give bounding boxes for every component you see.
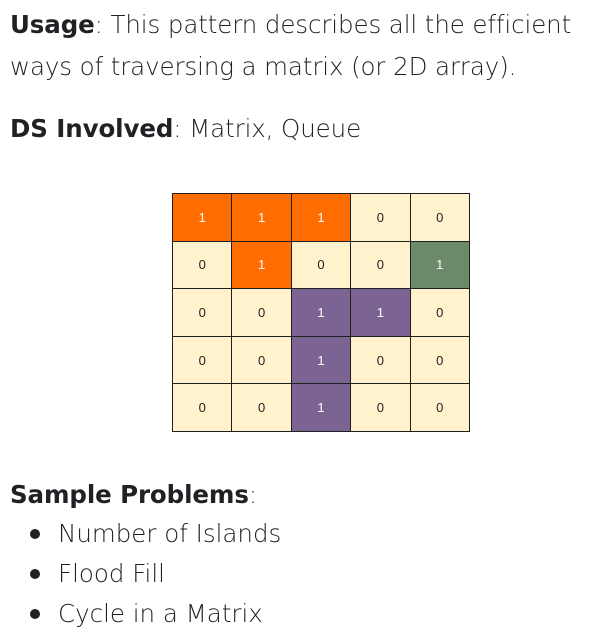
sample-problems-list: Number of Islands Flood Fill Cycle in a … [0, 514, 281, 634]
matrix-cell: 1 [290, 193, 352, 242]
ds-involved-paragraph: DS Involved: Matrix, Queue [10, 108, 361, 150]
matrix-cell: 0 [231, 288, 292, 337]
matrix-cell: 0 [171, 335, 233, 385]
matrix-cell: 0 [409, 193, 471, 242]
usage-label: Usage [10, 10, 95, 39]
problem-label: Flood Fill [58, 559, 165, 588]
matrix-cell: 0 [350, 193, 411, 242]
matrix-cell: 1 [409, 240, 471, 290]
matrix-cell: 0 [171, 383, 233, 432]
ds-involved-text: Matrix, Queue [181, 114, 362, 143]
matrix-cell: 0 [231, 383, 292, 432]
usage-colon: : [94, 10, 103, 39]
usage-paragraph: Usage: This pattern describes all the ef… [10, 4, 610, 88]
list-item: Number of Islands [0, 514, 281, 554]
matrix-cell: 1 [290, 383, 352, 432]
matrix-cell: 1 [350, 288, 411, 337]
ds-involved-label: DS Involved [10, 114, 174, 143]
matrix-cell: 0 [350, 383, 411, 432]
matrix-cell: 0 [290, 240, 352, 290]
sample-problems-heading: Sample Problems: [10, 474, 257, 516]
bullet-icon [30, 569, 40, 579]
sample-problems-label: Sample Problems [10, 480, 249, 509]
list-item: Cycle in a Matrix [0, 594, 281, 634]
matrix-cell: 1 [171, 193, 233, 242]
matrix-cell: 0 [350, 335, 411, 385]
matrix-cell: 0 [409, 288, 471, 337]
usage-text: This pattern describes all the efficient… [10, 10, 572, 81]
matrix-cell: 0 [350, 240, 411, 290]
problem-label: Number of Islands [58, 519, 282, 548]
matrix-cell: 0 [171, 240, 233, 290]
matrix-cell: 0 [409, 383, 471, 432]
matrix-cell: 0 [231, 335, 292, 385]
bullet-icon [30, 529, 40, 539]
matrix-cell: 1 [231, 193, 292, 242]
bullet-icon [30, 609, 40, 619]
list-item: Flood Fill [0, 554, 281, 594]
ds-involved-colon: : [173, 114, 182, 143]
matrix-cell: 1 [290, 288, 352, 337]
sample-problems-colon: : [248, 480, 257, 509]
matrix-cell: 0 [409, 335, 471, 385]
matrix-cell: 1 [231, 240, 292, 290]
problem-label: Cycle in a Matrix [58, 599, 263, 628]
matrix-cell: 0 [171, 288, 233, 337]
matrix-cell: 1 [290, 335, 352, 385]
